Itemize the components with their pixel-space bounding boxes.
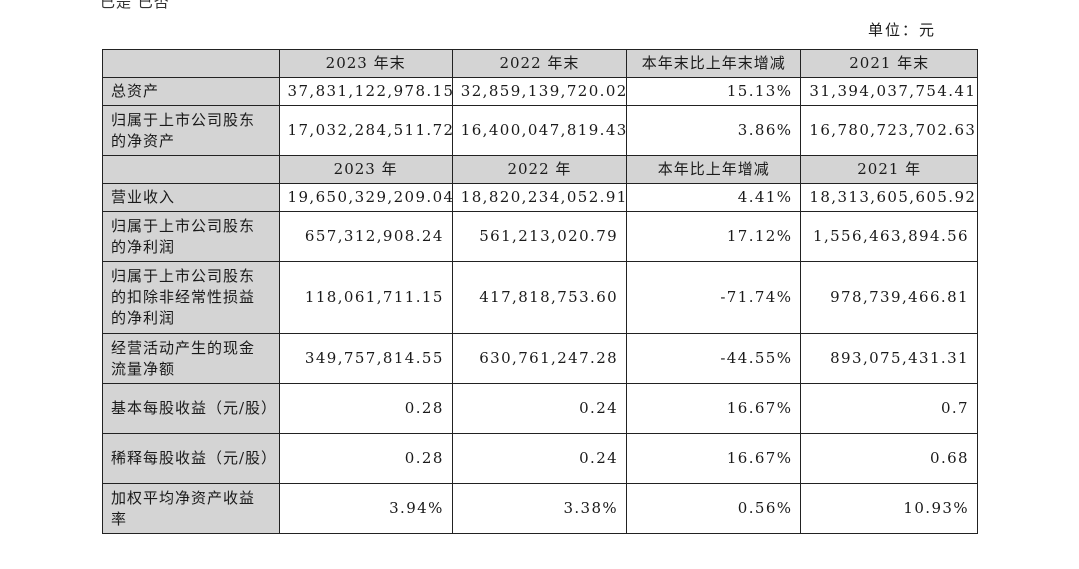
table-cell: 0.28 (278, 433, 453, 484)
table-cell: 10.93% (800, 483, 978, 534)
header-corner-cell (102, 155, 280, 184)
financial-indicators-table: 2023 年末 2022 年末 本年末比上年末增减 2021 年末 总资产 37… (102, 49, 978, 534)
row-label-revenue: 营业收入 (102, 183, 280, 212)
row-label-net-profit: 归属于上市公司股东的净利润 (102, 211, 280, 262)
table-cell: 4.41% (626, 183, 802, 212)
table-cell: 3.94% (278, 483, 453, 534)
table-row: 经营活动产生的现金流量净额 349,757,814.55 630,761,247… (102, 333, 978, 384)
table-cell: 15.13% (626, 77, 802, 106)
page-top-fragment-text: 已是 已否 (100, 0, 170, 11)
table-row: 归属于上市公司股东的扣除非经常性损益的净利润 118,061,711.15 41… (102, 261, 978, 334)
row-label-diluted-eps: 稀释每股收益（元/股） (102, 433, 280, 484)
table-cell: 31,394,037,754.41 (800, 77, 978, 106)
table-cell: 16.67% (626, 433, 802, 484)
table-cell: -44.55% (626, 333, 802, 384)
column-header-2021: 2021 年 (800, 155, 978, 184)
column-header-year-change: 本年比上年增减 (626, 155, 802, 184)
table-cell: 0.56% (626, 483, 802, 534)
table-cell: 561,213,020.79 (451, 211, 628, 262)
table-row: 基本每股收益（元/股） 0.28 0.24 16.67% 0.7 (102, 383, 978, 434)
table-row: 营业收入 19,650,329,209.04 18,820,234,052.91… (102, 183, 978, 212)
table-cell: 118,061,711.15 (278, 261, 453, 334)
column-header-year-end-change: 本年末比上年末增减 (626, 49, 802, 78)
row-label-adjusted-net-profit: 归属于上市公司股东的扣除非经常性损益的净利润 (102, 261, 280, 334)
column-header-2022: 2022 年 (451, 155, 628, 184)
row-label-operating-cash-flow: 经营活动产生的现金流量净额 (102, 333, 280, 384)
unit-label: 单位：元 (868, 21, 937, 39)
row-label-total-assets: 总资产 (102, 77, 280, 106)
table-row: 总资产 37,831,122,978.15 32,859,139,720.02 … (102, 77, 978, 106)
table-cell: 16.67% (626, 383, 802, 434)
income-header-row: 2023 年 2022 年 本年比上年增减 2021 年 (102, 155, 978, 184)
table-cell: 16,400,047,819.43 (451, 105, 628, 156)
table-cell: 349,757,814.55 (278, 333, 453, 384)
table-cell: 978,739,466.81 (800, 261, 978, 334)
table-cell: 1,556,463,894.56 (800, 211, 978, 262)
table-cell: 3.38% (451, 483, 628, 534)
table-row: 稀释每股收益（元/股） 0.28 0.24 16.67% 0.68 (102, 433, 978, 484)
table-cell: 18,820,234,052.91 (451, 183, 628, 212)
table-cell: 657,312,908.24 (278, 211, 453, 262)
row-label-weighted-roe: 加权平均净资产收益率 (102, 483, 280, 534)
header-corner-cell (102, 49, 280, 78)
table-cell: 0.28 (278, 383, 453, 434)
balance-header-row: 2023 年末 2022 年末 本年末比上年末增减 2021 年末 (102, 49, 978, 78)
table-cell: 893,075,431.31 (800, 333, 978, 384)
table-cell: 16,780,723,702.63 (800, 105, 978, 156)
table-cell: 37,831,122,978.15 (278, 77, 453, 106)
table-cell: -71.74% (626, 261, 802, 334)
table-cell: 17.12% (626, 211, 802, 262)
table-cell: 19,650,329,209.04 (278, 183, 453, 212)
table-cell: 630,761,247.28 (451, 333, 628, 384)
row-label-net-assets: 归属于上市公司股东的净资产 (102, 105, 280, 156)
row-label-basic-eps: 基本每股收益（元/股） (102, 383, 280, 434)
table-cell: 18,313,605,605.92 (800, 183, 978, 212)
table-row: 归属于上市公司股东的净利润 657,312,908.24 561,213,020… (102, 211, 978, 262)
column-header-2023: 2023 年 (278, 155, 453, 184)
table-cell: 0.24 (451, 433, 628, 484)
table-cell: 0.7 (800, 383, 978, 434)
table-row: 加权平均净资产收益率 3.94% 3.38% 0.56% 10.93% (102, 483, 978, 534)
table-row: 归属于上市公司股东的净资产 17,032,284,511.72 16,400,0… (102, 105, 978, 156)
table-cell: 417,818,753.60 (451, 261, 628, 334)
column-header-2021-year-end: 2021 年末 (800, 49, 978, 78)
table-cell: 17,032,284,511.72 (278, 105, 453, 156)
table-cell: 0.68 (800, 433, 978, 484)
table-cell: 3.86% (626, 105, 802, 156)
table-cell: 0.24 (451, 383, 628, 434)
column-header-2022-year-end: 2022 年末 (451, 49, 628, 78)
column-header-2023-year-end: 2023 年末 (278, 49, 453, 78)
table-cell: 32,859,139,720.02 (451, 77, 628, 106)
